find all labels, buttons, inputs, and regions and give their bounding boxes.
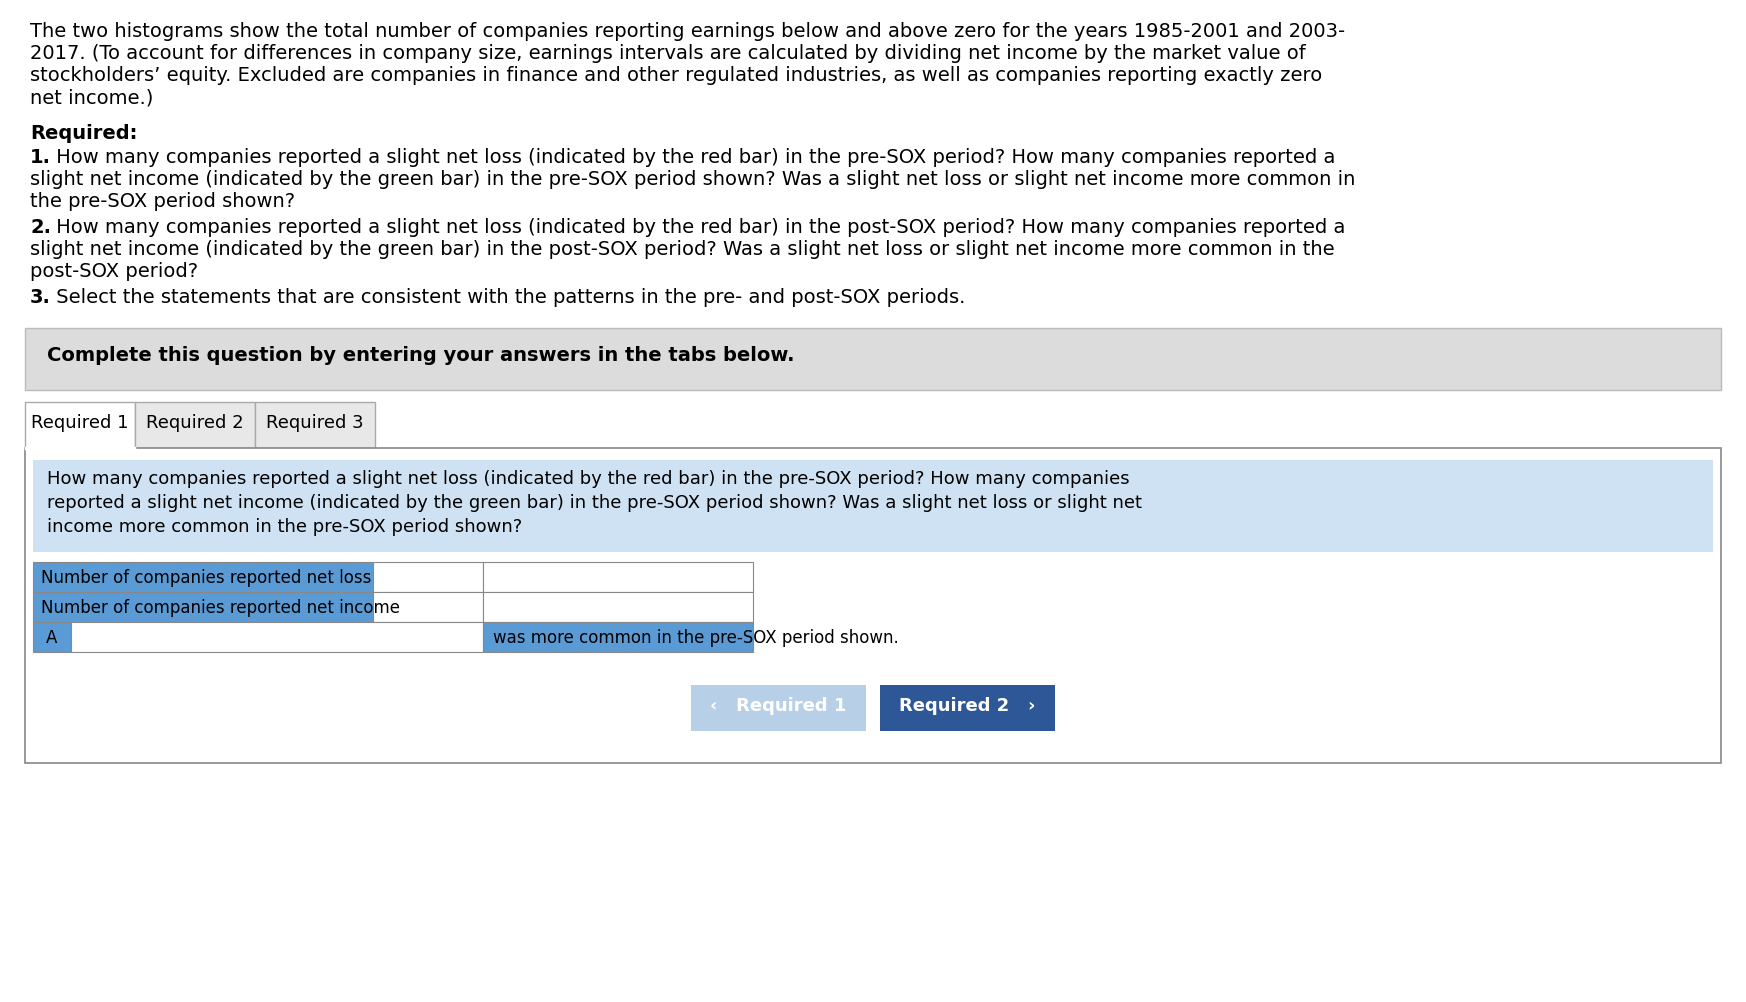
Text: Number of companies reported net income: Number of companies reported net income (40, 599, 400, 617)
Bar (24, 448, 1722, 763)
Bar (484, 592, 753, 622)
Text: Required 2: Required 2 (147, 414, 244, 432)
Text: 3.: 3. (30, 288, 51, 307)
Text: Required 1: Required 1 (31, 414, 129, 432)
Text: slight net income (indicated by the green bar) in the post-SOX period? Was a sli: slight net income (indicated by the gree… (30, 240, 1334, 259)
Bar (484, 562, 753, 592)
Text: 2017. (To account for differences in company size, earnings intervals are calcul: 2017. (To account for differences in com… (30, 44, 1306, 63)
Text: post-SOX period?: post-SOX period? (30, 262, 197, 281)
Text: was more common in the pre-SOX period shown.: was more common in the pre-SOX period sh… (492, 629, 899, 647)
Bar (484, 622, 753, 652)
Bar (691, 685, 866, 731)
Text: stockholders’ equity. Excluded are companies in finance and other regulated indu: stockholders’ equity. Excluded are compa… (30, 66, 1322, 85)
Text: Select the statements that are consistent with the patterns in the pre- and post: Select the statements that are consisten… (51, 288, 966, 307)
Text: reported a slight net income (indicated by the green bar) in the pre-SOX period : reported a slight net income (indicated … (47, 494, 1142, 512)
Text: the pre-SOX period shown?: the pre-SOX period shown? (30, 192, 295, 211)
Bar (33, 622, 72, 652)
Bar (33, 562, 374, 592)
Text: slight net income (indicated by the green bar) in the pre-SOX period shown? Was : slight net income (indicated by the gree… (30, 170, 1355, 189)
Bar (880, 685, 1055, 731)
Bar (374, 592, 484, 622)
Text: 1.: 1. (30, 148, 51, 167)
Text: Required 3: Required 3 (265, 414, 363, 432)
Bar (134, 402, 255, 448)
Text: How many companies reported a slight net loss (indicated by the red bar) in the : How many companies reported a slight net… (51, 148, 1336, 167)
Bar (33, 592, 374, 622)
Bar (24, 402, 134, 448)
Bar (255, 402, 375, 448)
Text: income more common in the pre-SOX period shown?: income more common in the pre-SOX period… (47, 518, 522, 536)
Text: How many companies reported a slight net loss (indicated by the red bar) in the : How many companies reported a slight net… (47, 470, 1130, 488)
Text: net income.): net income.) (30, 88, 154, 107)
Bar (72, 622, 484, 652)
Text: The two histograms show the total number of companies reporting earnings below a: The two histograms show the total number… (30, 22, 1344, 41)
Text: Required:: Required: (30, 124, 138, 143)
Text: Number of companies reported net loss: Number of companies reported net loss (40, 569, 372, 587)
Bar (33, 460, 1713, 552)
Text: Required 2   ›: Required 2 › (899, 697, 1035, 715)
Text: How many companies reported a slight net loss (indicated by the red bar) in the : How many companies reported a slight net… (51, 218, 1346, 237)
Bar (24, 328, 1722, 390)
Bar (374, 562, 484, 592)
Text: A: A (47, 629, 58, 647)
Text: ‹   Required 1: ‹ Required 1 (711, 697, 847, 715)
Text: 2.: 2. (30, 218, 51, 237)
Text: Complete this question by entering your answers in the tabs below.: Complete this question by entering your … (47, 346, 794, 365)
